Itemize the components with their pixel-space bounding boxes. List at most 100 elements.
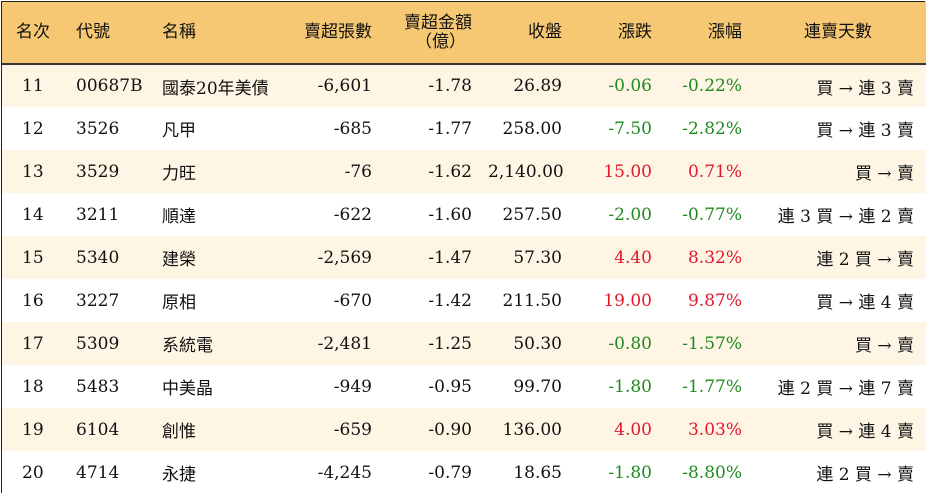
header-close: 收盤 <box>528 22 562 42</box>
name-cell: 原相 <box>162 293 196 313</box>
streak-cell: 連 3 買 → 連 2 賣 <box>777 207 914 227</box>
close-cell: 50.30 <box>513 333 562 354</box>
table-header: 名次 代號 名稱 賣超張數 賣超金額 （億） 收盤 漲跌 漲幅 連賣天數 <box>2 2 926 64</box>
pct-cell: -2.82% <box>682 118 742 139</box>
header-name: 名稱 <box>162 22 196 42</box>
change-cell: -1.80 <box>608 462 652 483</box>
code-cell: 3211 <box>76 204 120 225</box>
pct-cell: -1.57% <box>682 333 742 354</box>
sell-amount-cell: -0.79 <box>428 462 472 483</box>
code-cell: 00687B <box>76 76 143 96</box>
close-cell: 57.30 <box>513 247 562 268</box>
rank-cell: 13 <box>22 161 44 182</box>
rank-cell: 16 <box>22 290 44 311</box>
pct-cell: -0.22% <box>682 76 742 96</box>
table-row: 13 3529 力旺 -76 -1.62 2,140.00 15.00 0.71% 買 → 賣 <box>2 150 926 193</box>
sell-amount-cell: -1.60 <box>428 204 472 225</box>
code-cell: 5309 <box>76 333 120 354</box>
close-cell: 2,140.00 <box>488 161 564 182</box>
sell-lots-cell: -2,569 <box>317 247 372 268</box>
code-cell: 3227 <box>76 290 120 311</box>
close-cell: 26.89 <box>513 76 562 96</box>
code-cell: 5483 <box>76 376 120 397</box>
code-cell: 4714 <box>76 462 120 483</box>
streak-cell: 買 → 連 3 賣 <box>816 78 914 99</box>
rank-cell: 12 <box>22 118 44 139</box>
change-cell: -7.50 <box>608 118 652 139</box>
rank-cell: 14 <box>22 204 44 225</box>
code-cell: 3526 <box>76 118 120 139</box>
rank-cell: 17 <box>22 333 44 354</box>
header-code: 代號 <box>76 22 110 42</box>
sell-amount-cell: -0.95 <box>428 376 472 397</box>
header-pct: 漲幅 <box>708 22 742 42</box>
close-cell: 258.00 <box>502 118 562 139</box>
table-row: 20 4714 永捷 -4,245 -0.79 18.65 -1.80 -8.80% 連 2 買… <box>2 451 926 494</box>
streak-cell: 連 2 買 → 賣 <box>816 465 914 485</box>
sell-amount-cell: -1.42 <box>428 290 472 311</box>
change-cell: 15.00 <box>603 161 652 182</box>
sell-amount-cell: -1.62 <box>428 161 472 182</box>
code-cell: 3529 <box>76 161 120 182</box>
code-cell: 5340 <box>76 247 120 268</box>
table-row: 11 00687B 國泰20年美債 -6,601 -1.78 26.89 -0.06 -0.2… <box>2 64 926 107</box>
sell-lots-cell: -76 <box>344 161 372 182</box>
change-cell: -0.80 <box>608 333 652 354</box>
close-cell: 136.00 <box>502 419 562 440</box>
rank-cell: 20 <box>22 462 44 483</box>
table-row: 15 5340 建榮 -2,569 -1.47 57.30 4.40 8.32% 連 2 買 →… <box>2 236 926 279</box>
name-cell: 建榮 <box>162 250 196 270</box>
change-cell: -2.00 <box>608 204 652 225</box>
streak-cell: 連 2 買 → 賣 <box>816 250 914 270</box>
close-cell: 211.50 <box>502 290 562 311</box>
streak-cell: 連 2 買 → 連 7 賣 <box>777 379 914 399</box>
change-cell: 4.40 <box>614 247 652 268</box>
name-cell: 創惟 <box>162 422 196 442</box>
sell-amount-cell: -1.77 <box>428 118 472 139</box>
header-change: 漲跌 <box>618 22 652 42</box>
rank-cell: 18 <box>22 376 44 397</box>
table-body: 11 00687B 國泰20年美債 -6,601 -1.78 26.89 -0.06 -0.2… <box>2 64 926 494</box>
table-row: 17 5309 系統電 -2,481 -1.25 50.30 -0.80 -1.57% 買 → … <box>2 322 926 365</box>
sell-amount-cell: -0.90 <box>428 419 472 440</box>
table-row: 14 3211 順達 -622 -1.60 257.50 -2.00 -0.77% 連 3 買 … <box>2 193 926 236</box>
name-cell: 順達 <box>162 207 196 227</box>
header-streak: 連賣天數 <box>804 22 872 42</box>
close-cell: 257.50 <box>502 204 562 225</box>
sell-lots-cell: -2,481 <box>317 333 372 354</box>
rank-cell: 11 <box>22 76 44 96</box>
pct-cell: 9.87% <box>687 290 742 311</box>
change-cell: -1.80 <box>608 376 652 397</box>
table-row: 12 3526 凡甲 -685 -1.77 258.00 -7.50 -2.82% 買 → 連 … <box>2 107 926 150</box>
sell-lots-cell: -4,245 <box>317 462 372 483</box>
close-cell: 18.65 <box>513 462 562 483</box>
streak-cell: 買 → 連 4 賣 <box>816 422 914 442</box>
streak-cell: 買 → 賣 <box>854 336 914 356</box>
pct-cell: 0.71% <box>687 161 742 182</box>
sell-amount-cell: -1.78 <box>428 76 472 96</box>
streak-cell: 買 → 賣 <box>854 164 914 184</box>
sell-lots-cell: -6,601 <box>317 76 372 96</box>
sell-lots-cell: -622 <box>333 204 372 225</box>
sell-lots-cell: -659 <box>333 419 372 440</box>
header-sell-amount: 賣超金額 （億） <box>380 2 480 64</box>
name-cell: 中美晶 <box>162 379 213 399</box>
sell-amount-cell: -1.25 <box>428 333 472 354</box>
pct-cell: -8.80% <box>682 462 742 483</box>
header-rank: 名次 <box>16 22 50 42</box>
table-row: 16 3227 原相 -670 -1.42 211.50 19.00 9.87% 買 → 連 4… <box>2 279 926 322</box>
streak-cell: 買 → 連 3 賣 <box>816 121 914 141</box>
name-cell: 力旺 <box>162 164 196 184</box>
pct-cell: -1.77% <box>682 376 742 397</box>
header-sell-amount-line1: 賣超金額 <box>404 12 472 33</box>
pct-cell: 3.03% <box>687 419 742 440</box>
table-row: 18 5483 中美晶 -949 -0.95 99.70 -1.80 -1.77% 連 2 買 … <box>2 365 926 408</box>
table-row: 19 6104 創惟 -659 -0.90 136.00 4.00 3.03% 買 → 連 4 … <box>2 408 926 451</box>
change-cell: -0.06 <box>608 76 652 96</box>
name-cell: 永捷 <box>162 465 196 485</box>
sell-lots-cell: -670 <box>333 290 372 311</box>
streak-cell: 買 → 連 4 賣 <box>816 293 914 313</box>
change-cell: 19.00 <box>603 290 652 311</box>
